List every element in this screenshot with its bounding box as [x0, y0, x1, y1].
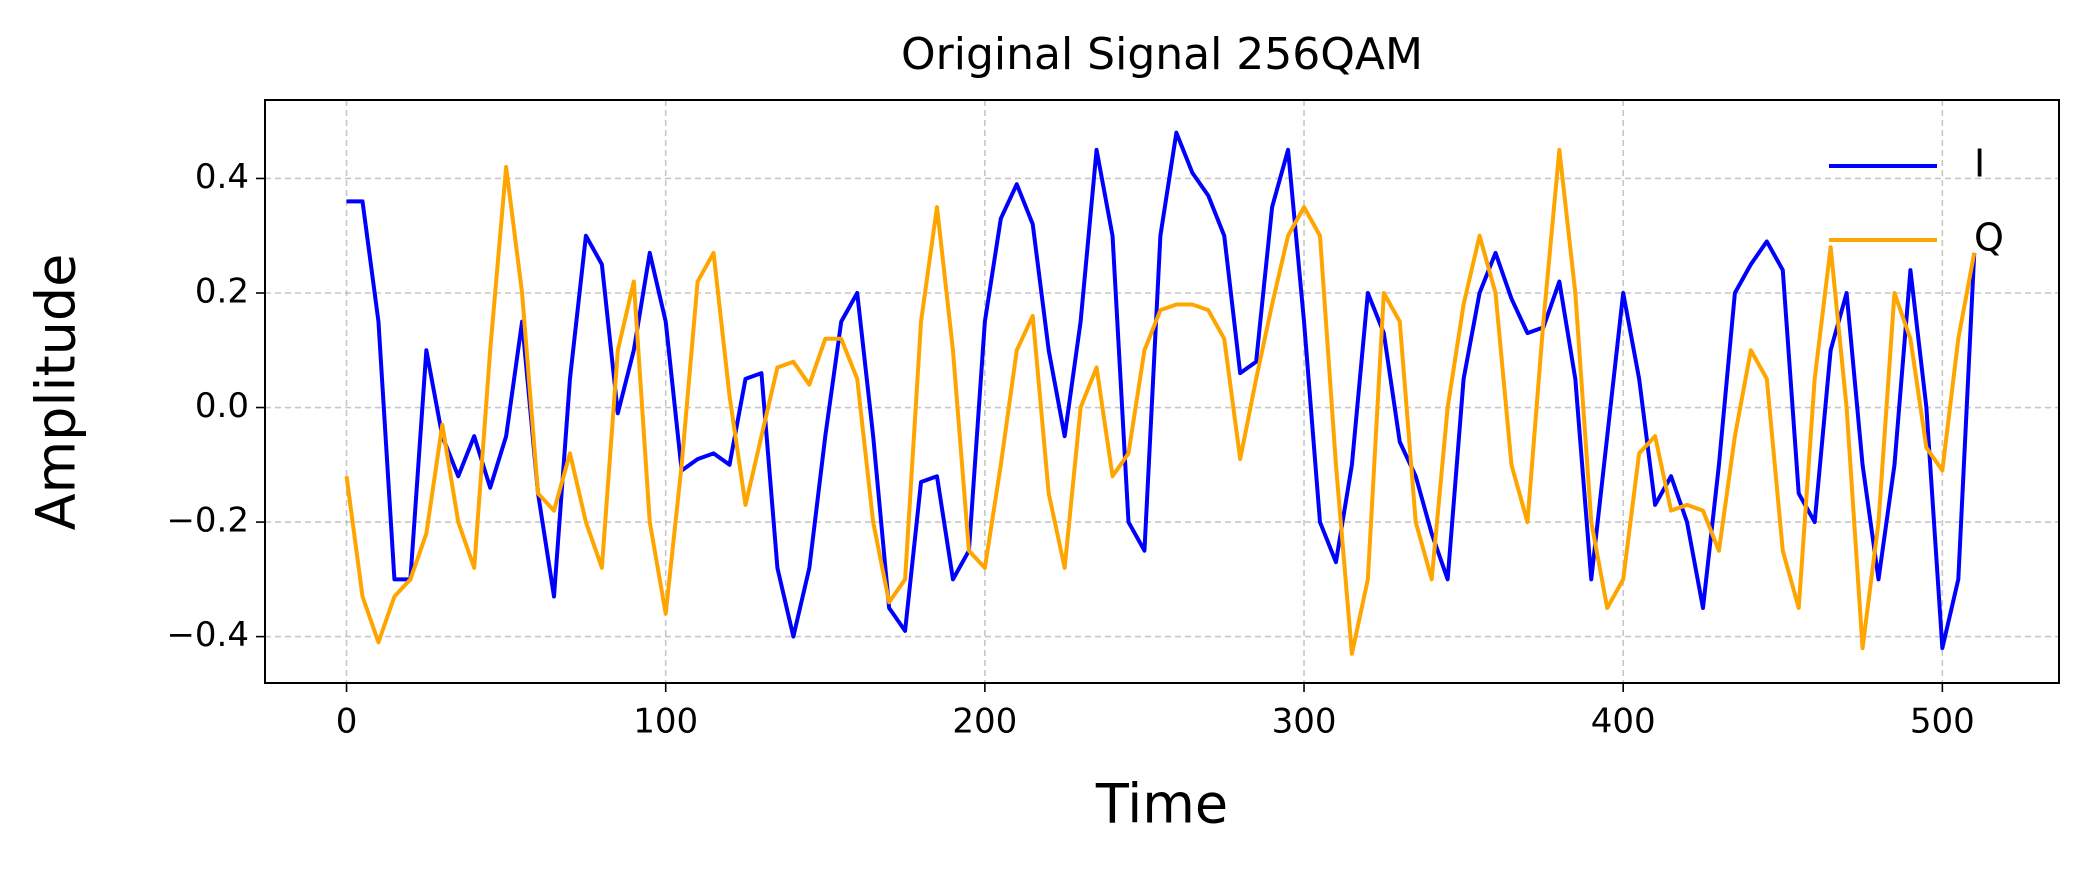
y-tick-label: 0.4 [195, 157, 249, 197]
line-series [344, 147, 1977, 656]
x-tick-label: 200 [952, 702, 1017, 742]
x-tick-label: 300 [1272, 702, 1337, 742]
line-series [346, 130, 1977, 651]
chart-title: Original Signal 256QAM [901, 29, 1423, 80]
x-tick-label: 500 [1910, 702, 1975, 742]
legend-label: Q [1974, 216, 2004, 260]
legend-label: I [1974, 142, 1985, 186]
x-axis-label: Time [1095, 773, 1228, 836]
y-tick-label: 0.0 [195, 386, 249, 426]
x-tick-label: 400 [1591, 702, 1656, 742]
y-tick-label: −0.2 [166, 501, 249, 541]
y-tick-label: 0.2 [195, 271, 249, 311]
y-tick-label: −0.4 [166, 615, 249, 655]
y-axis-label: Amplitude [25, 254, 88, 531]
plot-frame [264, 99, 2060, 684]
x-tick-label: 0 [336, 702, 358, 742]
x-tick-label: 100 [633, 702, 698, 742]
